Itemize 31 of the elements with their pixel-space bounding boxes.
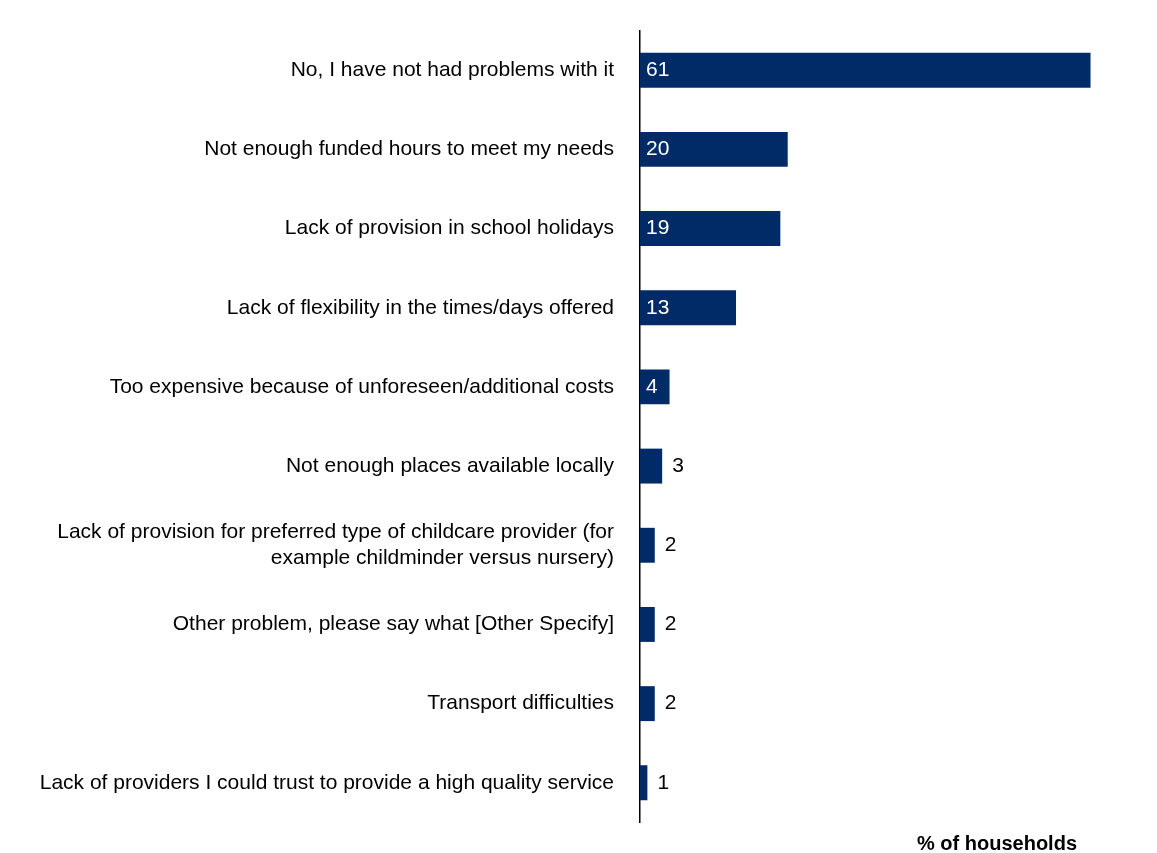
bar [640,686,655,722]
y-tick-label: Lack of provision for preferred type of childcare provider (for example childminder versus nursery) [57,519,614,568]
data-label: 2 [664,611,677,635]
bar [640,52,1091,88]
data-label: 3 [672,452,684,476]
data-label: 2 [664,690,677,714]
y-tick-label: No, I have not had problems with it [290,56,615,80]
bar [640,606,655,642]
y-tick-label: Lack of provision in school holidays [284,215,614,239]
data-label: 13 [646,294,670,318]
y-tick-label: Other problem, please say what [Other Specify] [172,611,614,635]
bar [640,765,648,801]
data-label: 1 [657,769,670,793]
y-tick-label: Lack of providers I could trust to provide a high quality service [39,769,614,793]
data-label: 4 [646,373,658,397]
data-label: 2 [664,532,677,556]
bar [640,131,788,167]
bar [640,211,781,247]
y-tick-label: Lack of flexibility in the times/days offered [226,294,614,318]
y-tick-label: Too expensive because of unforeseen/additional costs [109,373,614,397]
y-tick-label: Transport difficulties [427,690,614,714]
bar [640,290,737,326]
data-label: 20 [646,136,670,160]
data-label: 61 [646,56,670,80]
bar [640,369,670,405]
bar [640,527,655,563]
y-tick-label: Not enough funded hours to meet my needs [204,136,614,160]
y-tick-label: Not enough places available locally [285,452,615,476]
bar [640,448,663,484]
data-label: 19 [646,215,670,239]
x-axis-title: % of households [917,832,1077,853]
